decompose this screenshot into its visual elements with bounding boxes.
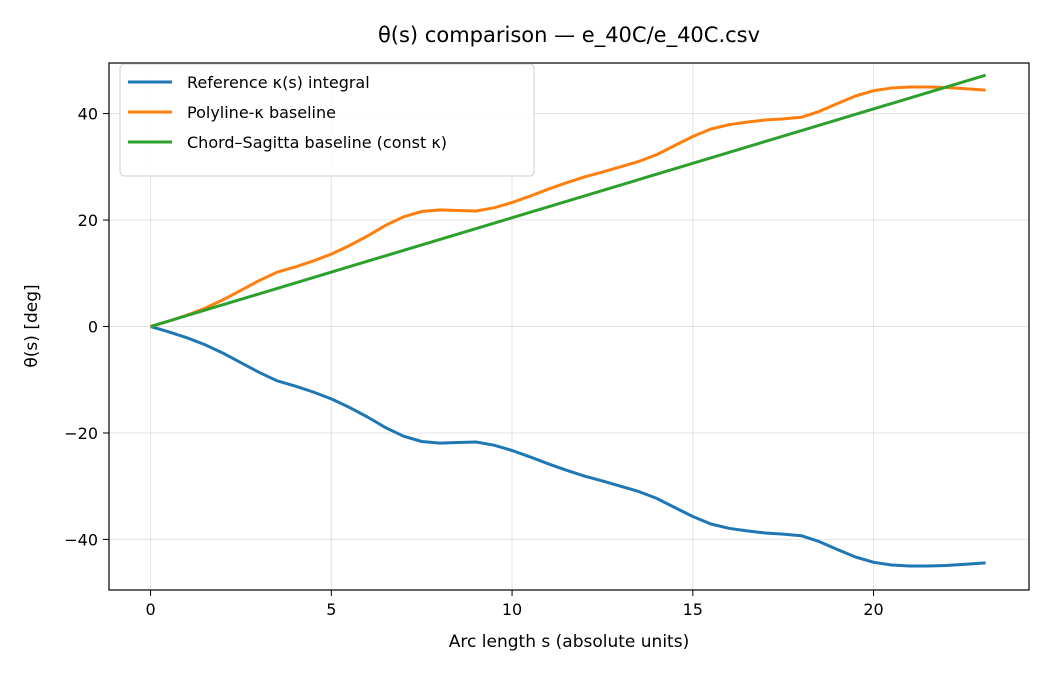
legend-label: Reference κ(s) integral	[187, 73, 370, 92]
y-tick-label: −40	[64, 530, 98, 549]
x-tick-label: 10	[502, 600, 522, 619]
legend-label: Polyline-κ baseline	[187, 103, 336, 122]
y-tick-label: 0	[88, 318, 98, 337]
y-axis-label: θ(s) [deg]	[22, 284, 42, 367]
y-tick-label: 40	[78, 105, 98, 124]
series-line-polyline-baseline	[150, 85, 986, 328]
series-lines	[150, 73, 987, 568]
x-tick-label: 5	[326, 600, 336, 619]
x-axis-label: Arc length s (absolute units)	[449, 632, 689, 652]
legend: Reference κ(s) integral Polyline-κ baseli…	[119, 63, 535, 177]
y-tick-label: −20	[64, 424, 98, 443]
x-tick-label: 20	[863, 600, 883, 619]
series-line-reference-s-integral	[150, 325, 986, 568]
x-tick-label: 0	[145, 600, 155, 619]
x-tick-label: 15	[683, 600, 703, 619]
chart-title: θ(s) comparison — e_40C/e_40C.csv	[378, 23, 760, 48]
legend-box	[119, 63, 535, 177]
legend-label: Chord–Sagitta baseline (const κ)	[187, 133, 447, 152]
axis-ticks: 0 5 10 15 20 −40 −20 0 20 40	[64, 105, 884, 619]
y-tick-label: 20	[78, 211, 98, 230]
series-line-chord-sagitta-baseline-const	[150, 73, 987, 328]
